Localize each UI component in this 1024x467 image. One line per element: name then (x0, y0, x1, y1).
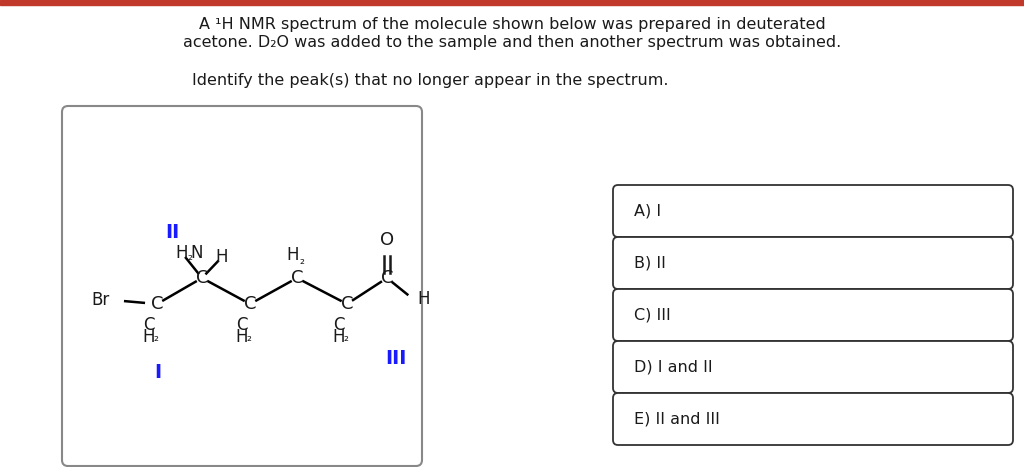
Text: II: II (165, 222, 179, 241)
Text: ₂: ₂ (247, 331, 252, 344)
Text: A) I: A) I (634, 204, 662, 219)
FancyBboxPatch shape (613, 289, 1013, 341)
FancyBboxPatch shape (613, 237, 1013, 289)
FancyBboxPatch shape (62, 106, 422, 466)
Text: C: C (333, 316, 345, 334)
Text: III: III (385, 348, 407, 368)
Text: ₂: ₂ (154, 331, 159, 344)
Text: I: I (155, 363, 162, 382)
Text: acetone. D₂O was added to the sample and then another spectrum was obtained.: acetone. D₂O was added to the sample and… (183, 35, 841, 50)
Text: B) II: B) II (634, 255, 666, 270)
Text: C: C (244, 295, 256, 313)
Text: ₂: ₂ (299, 254, 304, 267)
Text: D) I and II: D) I and II (634, 360, 713, 375)
Text: Identify the peak(s) that no longer appear in the spectrum.: Identify the peak(s) that no longer appe… (191, 72, 669, 87)
Text: C: C (381, 269, 393, 287)
FancyBboxPatch shape (613, 393, 1013, 445)
Text: H: H (333, 328, 345, 346)
Text: C) III: C) III (634, 307, 671, 323)
Text: A ¹H NMR spectrum of the molecule shown below was prepared in deuterated: A ¹H NMR spectrum of the molecule shown … (199, 16, 825, 31)
Text: H: H (417, 290, 429, 308)
Text: C: C (341, 295, 353, 313)
Text: ₂: ₂ (187, 250, 193, 263)
Text: C: C (196, 269, 208, 287)
Bar (0, 0, 1024, 5)
Text: C: C (143, 316, 155, 334)
Text: H: H (287, 246, 299, 264)
Text: C: C (151, 295, 163, 313)
Text: H: H (142, 328, 156, 346)
Text: N: N (190, 244, 203, 262)
Text: C: C (237, 316, 248, 334)
Text: H: H (216, 248, 228, 266)
FancyBboxPatch shape (613, 185, 1013, 237)
Text: E) II and III: E) II and III (634, 411, 720, 426)
Text: C: C (291, 269, 303, 287)
Text: O: O (380, 231, 394, 249)
Text: H: H (176, 244, 188, 262)
Text: Br: Br (92, 291, 110, 309)
Text: ₂: ₂ (343, 331, 348, 344)
FancyBboxPatch shape (613, 341, 1013, 393)
Text: H: H (236, 328, 248, 346)
